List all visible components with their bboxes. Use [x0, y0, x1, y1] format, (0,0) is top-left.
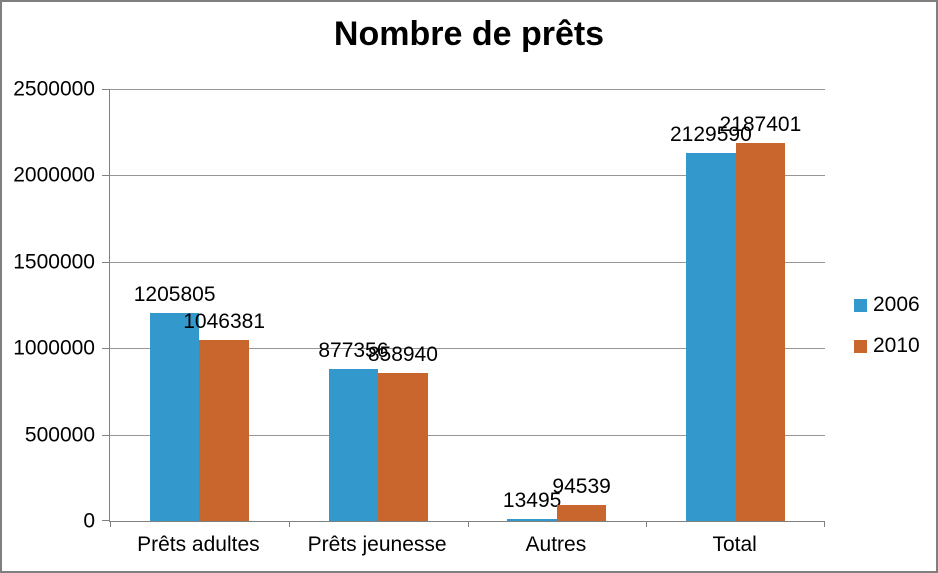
x-axis-category-labels: Prêts adultes Prêts jeunesse Autres Total [109, 533, 824, 563]
x-axis-tick [824, 521, 825, 527]
x-axis-tick [467, 521, 469, 527]
x-axis-tick [110, 521, 111, 527]
data-label-2010-Total: 2187401 [719, 113, 802, 137]
gridline-2000000 [110, 175, 825, 177]
bar-2006-Prêts jeunesse [328, 369, 379, 521]
y-axis-labels: 0 500000 1000000 1500000 2000000 2500000 [2, 79, 95, 532]
bar-2010-Prêts adultes [199, 340, 249, 521]
data-label-2010-Prêts adultes: 1046381 [183, 310, 266, 334]
y-axis-label-1500000: 1500000 [13, 250, 95, 274]
bar-2006-Prêts adultes [149, 312, 200, 521]
y-axis-label-1000000: 1000000 [13, 336, 95, 360]
category-label-Total: Total [712, 533, 757, 556]
gridline-2500000 [110, 89, 825, 90]
y-axis-tick [102, 434, 110, 436]
bar-2010-Autres [556, 504, 607, 521]
data-label-2006-Prêts adultes: 1205805 [133, 282, 216, 306]
category-label-Prêts jeunesse: Prêts jeunesse [307, 533, 447, 556]
data-label-2010-Prêts jeunesse: 858940 [367, 342, 438, 366]
legend-label-2010: 2010 [873, 334, 920, 357]
x-axis-tick [288, 521, 290, 527]
x-axis-tick [646, 521, 648, 527]
legend-label-2006: 2006 [873, 293, 920, 316]
y-axis-label-2000000: 2000000 [13, 163, 95, 187]
data-label-2006-Autres: 13495 [502, 488, 562, 512]
y-axis-tick [102, 261, 110, 263]
chart-title: Nombre de prêts [333, 15, 605, 53]
bar-2006-Autres [507, 518, 557, 521]
category-label-Autres: Autres [525, 533, 587, 556]
data-label-2010-Autres: 94539 [552, 474, 611, 498]
category-label-Prêts adultes: Prêts adultes [137, 533, 260, 556]
bar-2010-Total [735, 143, 786, 521]
legend: 2006 2010 [854, 293, 920, 375]
plot-area: 1205805 1046381 877356 858940 13495 94539 2129… [102, 89, 825, 527]
y-axis-label-500000: 500000 [24, 423, 95, 447]
gridline-500000 [110, 434, 825, 436]
y-axis-tick [102, 520, 110, 521]
bar-2010-Prêts jeunesse [378, 372, 428, 521]
gridline-1500000 [110, 261, 825, 263]
legend-swatch-2006 [854, 298, 867, 312]
legend-item-2006: 2006 [854, 293, 920, 317]
legend-swatch-2010 [854, 339, 867, 353]
y-axis-label-2500000: 2500000 [13, 77, 95, 101]
data-label-2006-Total: 2129590 [669, 123, 752, 147]
gridline-1000000 [110, 348, 825, 350]
y-axis-tick [102, 175, 110, 177]
y-axis-tick [102, 89, 110, 90]
data-label-2006-Prêts jeunesse: 877356 [318, 339, 389, 363]
y-axis-label-0: 0 [83, 509, 95, 533]
y-axis-tick [102, 348, 110, 350]
bar-2006-Total [686, 153, 736, 521]
legend-item-2010: 2010 [854, 334, 920, 358]
